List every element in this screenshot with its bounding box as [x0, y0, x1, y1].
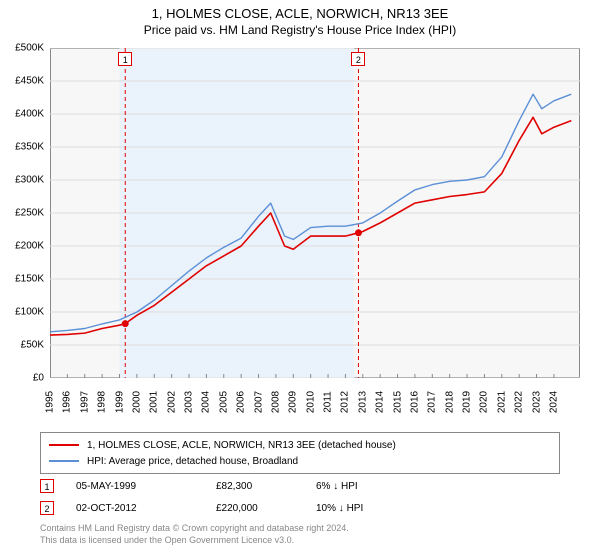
x-tick-label: 2007 [253, 391, 264, 413]
x-tick-label: 1995 [45, 391, 56, 413]
plot-area [50, 48, 580, 378]
footer-line-2: This data is licensed under the Open Gov… [40, 534, 349, 546]
x-tick-label: 1999 [114, 391, 125, 413]
footer-line-1: Contains HM Land Registry data © Crown c… [40, 522, 349, 534]
x-tick-label: 2009 [288, 391, 299, 413]
sale-delta: 6% ↓ HPI [316, 481, 436, 492]
x-tick-label: 1998 [97, 391, 108, 413]
x-tick-label: 2003 [184, 391, 195, 413]
y-tick-label: £0 [33, 373, 44, 384]
sale-marker-box: 1 [118, 52, 132, 66]
footer: Contains HM Land Registry data © Crown c… [40, 522, 349, 546]
sales-table: 1 05-MAY-1999£82,3006% ↓ HPI 2 02-OCT-2012£… [40, 475, 436, 519]
legend-color-swatch [49, 460, 79, 462]
legend-label: 1, HOLMES CLOSE, ACLE, NORWICH, NR13 3EE… [87, 440, 396, 451]
chart-container: 1, HOLMES CLOSE, ACLE, NORWICH, NR13 3EE… [0, 0, 600, 560]
legend-color-swatch [49, 444, 79, 446]
x-tick-label: 2010 [305, 391, 316, 413]
x-tick-label: 2002 [166, 391, 177, 413]
y-tick-label: £400K [15, 109, 44, 120]
y-tick-label: £450K [15, 76, 44, 87]
x-tick-label: 1996 [62, 391, 73, 413]
plot-svg [50, 48, 580, 378]
legend-item: HPI: Average price, detached house, Broa… [49, 453, 551, 469]
sale-price: £220,000 [216, 503, 316, 514]
legend-item: 1, HOLMES CLOSE, ACLE, NORWICH, NR13 3EE… [49, 437, 551, 453]
chart-title: 1, HOLMES CLOSE, ACLE, NORWICH, NR13 3EE [0, 0, 600, 21]
x-tick-label: 2001 [149, 391, 160, 413]
sale-marker-box: 2 [351, 52, 365, 66]
sale-row-marker: 1 [40, 479, 54, 493]
legend-label: HPI: Average price, detached house, Broa… [87, 456, 298, 467]
y-tick-label: £50K [21, 340, 44, 351]
sale-price: £82,300 [216, 481, 316, 492]
x-tick-label: 2024 [548, 391, 559, 413]
y-tick-label: £200K [15, 241, 44, 252]
x-tick-label: 2013 [357, 391, 368, 413]
x-tick-label: 2022 [514, 391, 525, 413]
y-tick-label: £300K [15, 175, 44, 186]
x-tick-label: 2005 [218, 391, 229, 413]
x-tick-label: 2023 [531, 391, 542, 413]
x-tick-label: 2021 [496, 391, 507, 413]
y-tick-label: £250K [15, 208, 44, 219]
x-tick-label: 2011 [323, 391, 334, 413]
x-axis: 1995199619971998199920002001200220032004… [50, 380, 580, 432]
legend: 1, HOLMES CLOSE, ACLE, NORWICH, NR13 3EE… [40, 432, 560, 474]
x-tick-label: 2014 [375, 391, 386, 413]
x-tick-label: 2016 [409, 391, 420, 413]
y-tick-label: £500K [15, 43, 44, 54]
x-tick-label: 2004 [201, 391, 212, 413]
chart-subtitle: Price paid vs. HM Land Registry's House … [0, 21, 600, 37]
x-tick-label: 2015 [392, 391, 403, 413]
y-tick-label: £100K [15, 307, 44, 318]
sale-row: 2 02-OCT-2012£220,00010% ↓ HPI [40, 497, 436, 519]
x-tick-label: 2017 [427, 391, 438, 413]
x-tick-label: 1997 [79, 391, 90, 413]
x-tick-label: 2018 [444, 391, 455, 413]
sale-row-marker: 2 [40, 501, 54, 515]
x-tick-label: 2020 [479, 391, 490, 413]
y-axis: £0£50K£100K£150K£200K£250K£300K£350K£400… [0, 48, 48, 378]
sale-delta: 10% ↓ HPI [316, 503, 436, 514]
x-tick-label: 2019 [462, 391, 473, 413]
sale-date: 05-MAY-1999 [76, 481, 216, 492]
x-tick-label: 2012 [340, 391, 351, 413]
sale-row: 1 05-MAY-1999£82,3006% ↓ HPI [40, 475, 436, 497]
x-tick-label: 2000 [131, 391, 142, 413]
x-tick-label: 2006 [236, 391, 247, 413]
sale-date: 02-OCT-2012 [76, 503, 216, 514]
y-tick-label: £150K [15, 274, 44, 285]
y-tick-label: £350K [15, 142, 44, 153]
x-tick-label: 2008 [270, 391, 281, 413]
